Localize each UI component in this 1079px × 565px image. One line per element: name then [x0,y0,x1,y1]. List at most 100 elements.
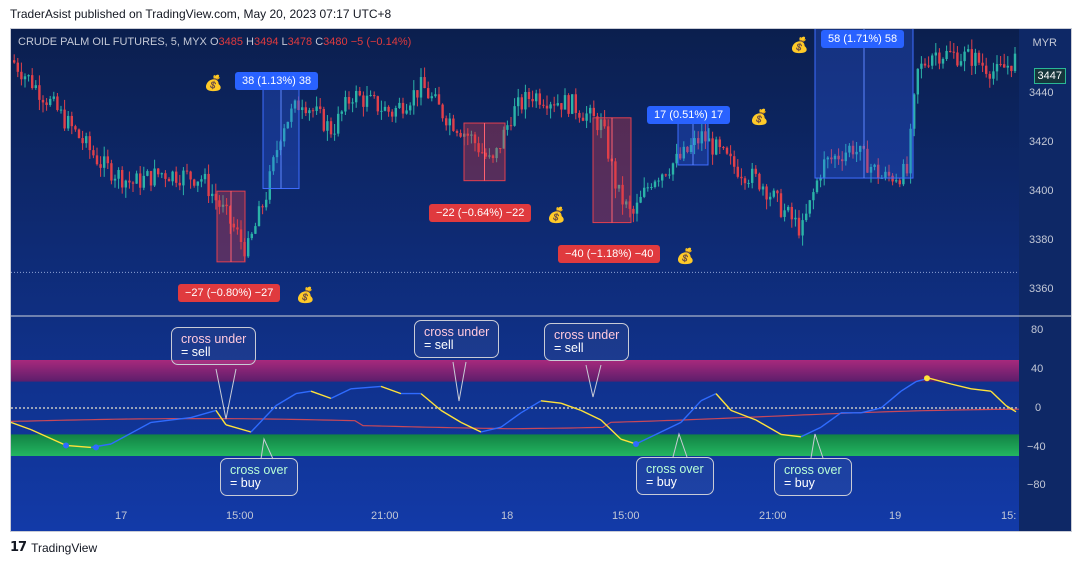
oscillator-segment [780,433,802,438]
candle-body [419,77,423,98]
candle-body [502,129,505,149]
callout-pointer [260,437,274,460]
candle-body [157,168,160,175]
candle-body [322,108,325,131]
candle-body [225,204,228,207]
candle-body [211,193,214,197]
candle-body [326,121,329,131]
candle-body [470,134,473,136]
candle-body [715,139,718,155]
candle-body [589,107,592,114]
candle-body [524,91,527,110]
candle-body [999,64,1002,66]
candle-body [88,136,91,151]
candle-body [679,153,682,159]
candle-body [556,103,559,106]
candle-body [265,199,268,208]
chart-frame[interactable]: CRUDE PALM OIL FUTURES, 5, MYX O3485 H34… [10,28,1072,532]
time-tick: 15:00 [612,510,640,522]
candle-body [938,52,941,64]
candle-body [643,187,646,197]
candle-body [383,106,387,111]
candle-body [448,118,451,126]
candle-body [614,161,617,189]
candle-body [851,145,855,155]
candle-body [149,171,153,186]
candle-body [898,180,901,185]
candle-body [16,62,19,72]
callout-cross-under: cross under = sell [171,327,257,365]
candle-body [675,153,678,164]
candle-body [445,118,448,126]
candle-body [970,49,973,66]
candle-body [787,206,790,211]
trade-label-long: 58 (1.71%) 58 [821,30,905,48]
candle-body [290,108,293,122]
tradingview-footer[interactable]: 17 TradingView [10,540,97,555]
candle-body [85,136,88,144]
price-scale-background [1019,29,1071,531]
osc-tick: −40 [1027,441,1046,453]
candle-body [797,217,801,236]
oscillator-segment [420,393,442,411]
callout-cross-over: cross over = buy [220,458,298,496]
osc-tick: 0 [1035,402,1042,414]
candle-body [178,182,181,186]
candle-body [437,94,441,105]
oscillator-segment [970,388,992,392]
symbol-name[interactable]: CRUDE PALM OIL FUTURES, 5, MYX [18,36,207,48]
candle-body [646,187,649,189]
candle-body [31,75,34,89]
candle-body [952,51,955,53]
candle-body [520,97,523,110]
candle-body [315,106,318,111]
candle-body [758,173,761,190]
candle-body [473,134,477,144]
time-tick: 17 [115,510,128,522]
oscillator-segment [310,390,332,400]
candle-body [466,133,469,136]
candle-body [232,223,235,228]
candle-body [581,117,585,121]
candle-body [527,91,531,99]
trade-label-short: −22 (−0.64%) −22 [429,204,532,222]
time-tick: 15: [1001,510,1017,522]
candle-body [639,196,642,203]
money-bag-icon: 💰 [790,37,809,54]
oscillator-segment [330,388,352,400]
candle-body [272,157,275,172]
candle-body [506,125,509,130]
candle-body [293,100,297,109]
oscillator-segment [755,419,782,436]
price-tick: 3360 [1029,283,1054,295]
candle-body [38,85,41,100]
candle-body [254,226,257,234]
money-bag-icon: 💰 [296,287,315,304]
candle-body [355,90,358,103]
chart-canvas[interactable] [11,29,1071,531]
candle-body [239,229,243,242]
candle-body [373,95,376,97]
candle-body [632,208,635,214]
candle-body [59,109,63,111]
candle-body [329,121,333,135]
candle-body [859,145,862,152]
osc-tick: 40 [1031,363,1044,375]
price-tick: 3380 [1029,234,1054,246]
candle-body [689,145,693,153]
candle-body [909,128,912,174]
money-bag-icon: 💰 [676,248,695,265]
candle-body [247,238,250,257]
candle-body [103,156,106,168]
oscillator-segment [635,433,657,445]
high-label: H [246,36,254,48]
oscillator-segment [820,412,842,428]
open-value: 3485 [218,36,243,48]
candle-body [229,206,232,224]
money-bag-icon: 💰 [750,109,769,126]
callout-cross-over: cross over = buy [636,457,714,495]
candle-body [203,173,207,180]
candle-body [275,150,279,158]
candle-body [902,163,905,185]
candle-body [776,190,779,194]
